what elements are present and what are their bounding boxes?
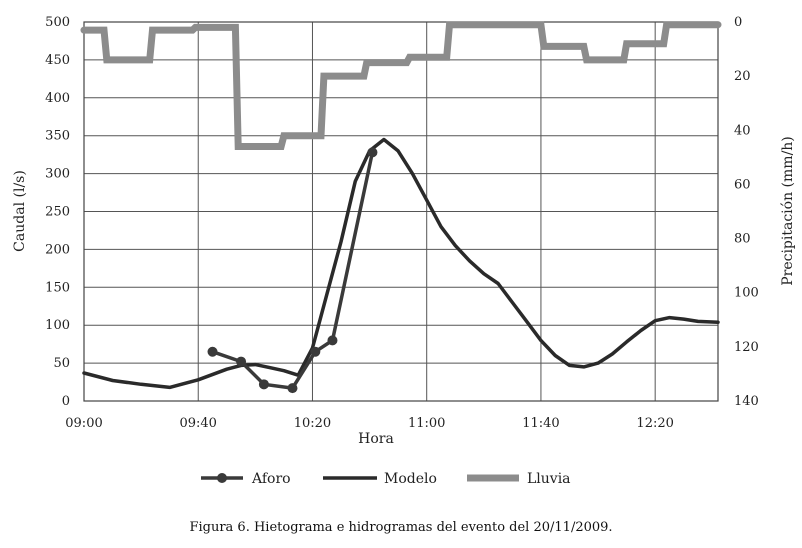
- legend-marker-aforo: [217, 473, 227, 483]
- y-axis-left-label: Caudal (l/s): [12, 170, 28, 252]
- y-left-tick-label: 250: [45, 205, 70, 220]
- legend-item-lluvia: Lluvia: [467, 471, 571, 487]
- x-tick-label: 11:00: [408, 416, 445, 431]
- legend-item-aforo: Aforo: [201, 471, 291, 487]
- data-point-aforo: [207, 346, 218, 357]
- series-layer: [80, 21, 722, 394]
- x-axis-label: Hora: [358, 431, 394, 447]
- data-point-aforo: [287, 383, 298, 394]
- x-tick-label: 10:20: [294, 416, 331, 431]
- y-left-tick-label: 300: [45, 167, 70, 182]
- y-right-tick-label: 40: [734, 123, 751, 138]
- y-left-tick-label: 200: [45, 242, 70, 257]
- x-tick-label: 11:40: [522, 416, 559, 431]
- y-left-tick-label: 400: [45, 91, 70, 106]
- y-right-tick-label: 80: [734, 232, 751, 247]
- y-left-tick-label: 50: [53, 356, 70, 371]
- y-right-tick-label: 140: [734, 394, 759, 409]
- data-point-aforo: [327, 335, 338, 346]
- legend-label-modelo: Modelo: [384, 471, 437, 487]
- y-right-tick-label: 20: [734, 69, 751, 84]
- legend: Aforo Modelo Lluvia: [201, 471, 571, 487]
- y-left-tick-label: 150: [45, 280, 70, 295]
- data-point-aforo: [310, 346, 321, 357]
- legend-label-aforo: Aforo: [251, 471, 291, 487]
- figure-caption: Figura 6. Hietograma e hidrogramas del e…: [189, 520, 613, 535]
- legend-item-modelo: Modelo: [323, 471, 437, 487]
- x-tick-label: 12:20: [636, 416, 673, 431]
- data-point-aforo: [258, 379, 269, 390]
- x-tick-label: 09:00: [65, 416, 102, 431]
- series-line-aforo: [210, 150, 375, 390]
- y-left-tick-label: 350: [45, 129, 70, 144]
- y-right-tick-label: 120: [734, 340, 759, 355]
- legend-label-lluvia: Lluvia: [527, 471, 571, 487]
- series-line-lluvia: [80, 21, 722, 150]
- x-tick-label: 09:40: [179, 416, 216, 431]
- y-right-tick-label: 0: [734, 15, 742, 30]
- y-right-tick-label: 100: [734, 286, 759, 301]
- plot-area-border: [83, 21, 719, 402]
- data-point-aforo: [236, 356, 247, 367]
- y-left-tick-label: 450: [45, 53, 70, 68]
- data-point-aforo: [367, 147, 378, 158]
- y-left-tick-label: 500: [45, 15, 70, 30]
- y-left-tick-label: 100: [45, 318, 70, 333]
- y-axis-right-label: Precipitación (mm/h): [780, 136, 796, 286]
- y-right-tick-label: 60: [734, 177, 751, 192]
- y-left-tick-label: 0: [62, 394, 70, 409]
- series-line-modelo: [82, 137, 720, 390]
